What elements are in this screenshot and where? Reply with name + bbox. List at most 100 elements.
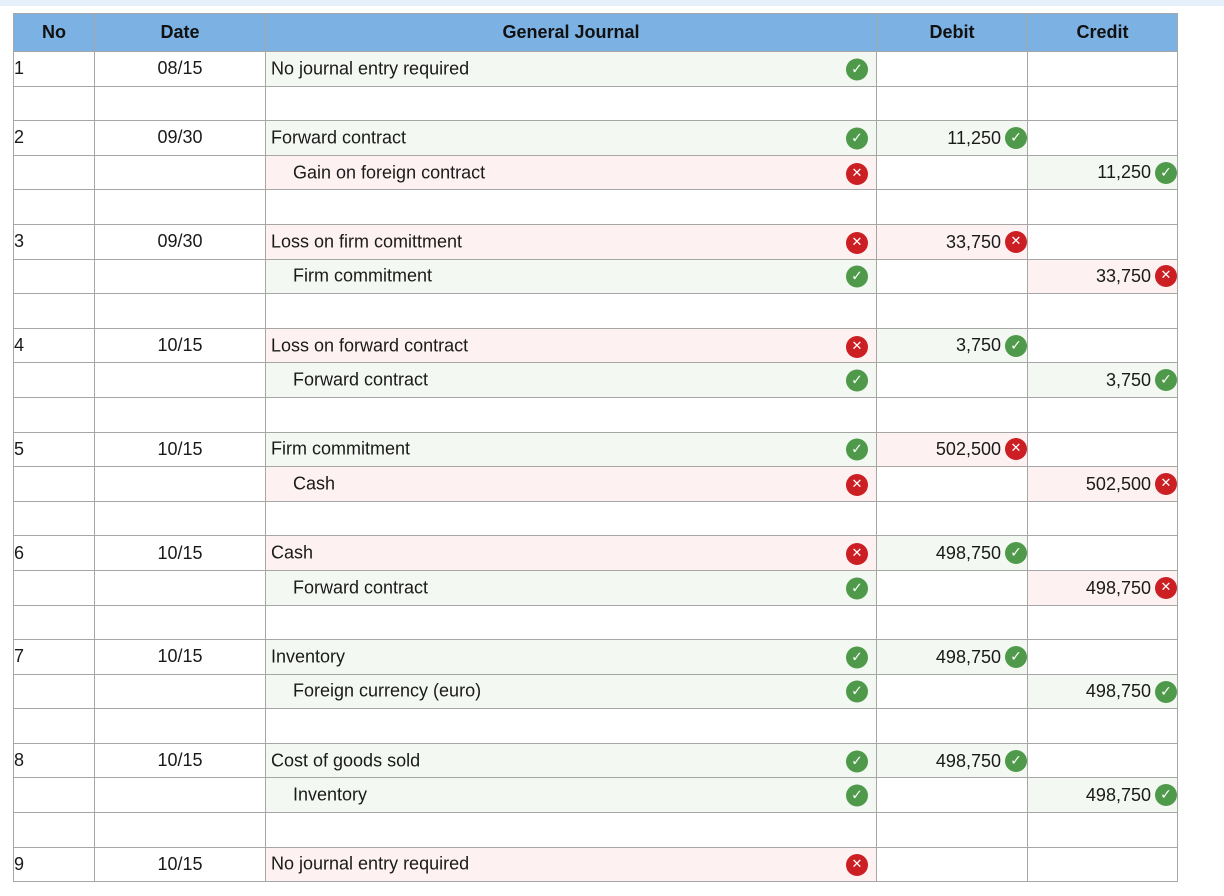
date-cell[interactable] [94, 604, 266, 641]
debit-cell[interactable] [876, 569, 1028, 606]
date-cell[interactable]: 10/15 [94, 846, 266, 883]
credit-cell[interactable] [1027, 51, 1178, 87]
credit-cell[interactable]: 502,500 ✕ [1027, 466, 1178, 502]
debit-cell[interactable] [876, 604, 1028, 641]
date-cell[interactable] [94, 258, 266, 295]
credit-cell[interactable] [1027, 293, 1178, 329]
date-cell[interactable] [94, 500, 266, 537]
credit-cell[interactable] [1027, 327, 1178, 364]
debit-cell[interactable]: 498,750 ✓ [876, 535, 1028, 571]
debit-cell[interactable] [876, 708, 1028, 744]
date-cell[interactable] [94, 812, 266, 848]
debit-cell[interactable] [876, 846, 1028, 883]
debit-cell[interactable]: 3,750 ✓ [876, 327, 1028, 364]
credit-cell[interactable] [1027, 708, 1178, 744]
debit-cell[interactable]: 33,750 ✕ [876, 223, 1028, 260]
credit-cell[interactable]: 498,750 ✓ [1027, 673, 1178, 710]
blank-row [13, 500, 1178, 537]
check-circle-icon: ✓ [1155, 161, 1177, 184]
credit-cell[interactable] [1027, 604, 1178, 641]
account-cell[interactable] [265, 604, 877, 641]
account-cell[interactable]: Loss on firm comittment ✕ [265, 223, 877, 260]
account-cell[interactable]: Inventory ✓ [265, 777, 877, 814]
account-cell[interactable] [265, 189, 877, 225]
date-cell[interactable] [94, 777, 266, 814]
date-cell[interactable] [94, 85, 266, 122]
account-cell[interactable]: Forward contract ✓ [265, 569, 877, 606]
debit-cell[interactable]: 11,250 ✓ [876, 120, 1028, 156]
entry-no-cell: 9 [13, 846, 95, 883]
date-cell[interactable]: 10/15 [94, 742, 266, 779]
debit-cell[interactable] [876, 777, 1028, 814]
date-cell[interactable]: 10/15 [94, 535, 266, 571]
credit-cell[interactable]: 11,250 ✓ [1027, 154, 1178, 191]
debit-cell[interactable] [876, 362, 1028, 398]
account-cell[interactable]: Foreign currency (euro) ✓ [265, 673, 877, 710]
date-cell[interactable] [94, 466, 266, 502]
debit-cell[interactable] [876, 189, 1028, 225]
date-cell[interactable] [94, 362, 266, 398]
account-cell[interactable]: Firm commitment ✓ [265, 431, 877, 468]
account-cell[interactable]: Forward contract ✓ [265, 362, 877, 398]
debit-cell[interactable] [876, 396, 1028, 433]
debit-cell[interactable] [876, 258, 1028, 295]
date-cell[interactable] [94, 569, 266, 606]
credit-cell[interactable] [1027, 639, 1178, 675]
debit-cell[interactable] [876, 154, 1028, 191]
credit-cell[interactable]: 498,750 ✓ [1027, 777, 1178, 814]
date-cell[interactable]: 10/15 [94, 431, 266, 468]
account-cell[interactable] [265, 812, 877, 848]
account-cell[interactable] [265, 396, 877, 433]
credit-cell[interactable] [1027, 120, 1178, 156]
date-cell[interactable] [94, 154, 266, 191]
credit-cell[interactable] [1027, 223, 1178, 260]
date-cell[interactable] [94, 708, 266, 744]
account-cell[interactable]: Cash ✕ [265, 535, 877, 571]
credit-cell[interactable] [1027, 742, 1178, 779]
debit-cell[interactable]: 498,750 ✓ [876, 639, 1028, 675]
credit-cell[interactable] [1027, 535, 1178, 571]
debit-cell[interactable]: 502,500 ✕ [876, 431, 1028, 468]
credit-cell[interactable] [1027, 846, 1178, 883]
debit-cell[interactable] [876, 51, 1028, 87]
date-cell[interactable] [94, 396, 266, 433]
date-cell[interactable]: 09/30 [94, 120, 266, 156]
debit-cell[interactable] [876, 85, 1028, 122]
account-cell[interactable] [265, 293, 877, 329]
date-cell[interactable] [94, 673, 266, 710]
account-cell[interactable]: Cash ✕ [265, 466, 877, 502]
date-cell[interactable] [94, 189, 266, 225]
credit-cell[interactable] [1027, 500, 1178, 537]
credit-cell[interactable] [1027, 812, 1178, 848]
date-cell[interactable]: 10/15 [94, 327, 266, 364]
account-cell[interactable] [265, 500, 877, 537]
credit-cell[interactable] [1027, 85, 1178, 122]
credit-cell[interactable] [1027, 396, 1178, 433]
debit-cell[interactable] [876, 293, 1028, 329]
debit-cell[interactable] [876, 673, 1028, 710]
account-cell[interactable]: No journal entry required ✓ [265, 51, 877, 87]
account-label: Loss on forward contract [271, 335, 469, 356]
account-cell[interactable] [265, 708, 877, 744]
credit-cell[interactable] [1027, 189, 1178, 225]
account-cell[interactable]: Cost of goods sold ✓ [265, 742, 877, 779]
debit-cell[interactable]: 498,750 ✓ [876, 742, 1028, 779]
account-cell[interactable]: Gain on foreign contract ✕ [265, 154, 877, 191]
credit-cell[interactable]: 3,750 ✓ [1027, 362, 1178, 398]
account-cell[interactable]: Inventory ✓ [265, 639, 877, 675]
credit-cell[interactable] [1027, 431, 1178, 468]
date-cell[interactable] [94, 293, 266, 329]
debit-cell[interactable] [876, 466, 1028, 502]
account-cell[interactable]: Forward contract ✓ [265, 120, 877, 156]
account-cell[interactable] [265, 85, 877, 122]
account-cell[interactable]: Firm commitment ✓ [265, 258, 877, 295]
credit-cell[interactable]: 33,750 ✕ [1027, 258, 1178, 295]
date-cell[interactable]: 08/15 [94, 51, 266, 87]
credit-cell[interactable]: 498,750 ✕ [1027, 569, 1178, 606]
date-cell[interactable]: 10/15 [94, 639, 266, 675]
debit-cell[interactable] [876, 812, 1028, 848]
account-cell[interactable]: No journal entry required ✕ [265, 846, 877, 883]
account-cell[interactable]: Loss on forward contract ✕ [265, 327, 877, 364]
debit-cell[interactable] [876, 500, 1028, 537]
date-cell[interactable]: 09/30 [94, 223, 266, 260]
